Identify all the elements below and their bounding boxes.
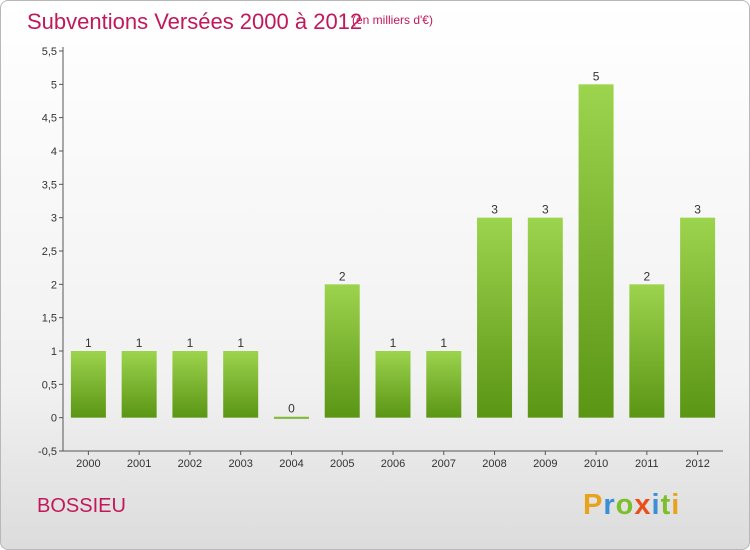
data-label: 1 — [187, 336, 194, 350]
data-label: 0 — [288, 402, 295, 416]
x-tick-label: 2003 — [228, 458, 252, 470]
y-tick-label: 1 — [51, 346, 57, 358]
y-tick-label: 0 — [51, 413, 57, 425]
logo-letter: P — [583, 489, 604, 521]
data-label: 2 — [339, 269, 346, 283]
data-label: 1 — [85, 336, 92, 350]
chart-title: Subventions Versées 2000 à 2012 — [27, 9, 363, 34]
logo-letter: x — [634, 489, 652, 521]
logo-letter: i — [651, 489, 661, 521]
proxiti-logo: Proxiti — [583, 489, 680, 522]
x-tick-label: 2000 — [76, 458, 100, 470]
logo-letter: i — [671, 489, 681, 521]
y-tick-label: 5 — [51, 79, 57, 91]
data-label: 1 — [237, 336, 244, 350]
data-label: 1 — [390, 336, 397, 350]
data-label: 3 — [542, 203, 549, 217]
data-label: 3 — [491, 203, 498, 217]
y-tick-label: 3 — [51, 213, 57, 225]
bar — [477, 217, 513, 418]
bar — [629, 284, 665, 418]
bar — [680, 217, 716, 418]
y-tick-label: 2,5 — [42, 246, 57, 258]
x-tick-label: 2009 — [533, 458, 557, 470]
y-tick-label: -0,5 — [38, 446, 57, 458]
y-tick-label: 1,5 — [42, 313, 57, 325]
x-tick-label: 2005 — [330, 458, 354, 470]
logo-letter: t — [660, 489, 672, 521]
data-label: 1 — [136, 336, 143, 350]
data-label: 5 — [593, 69, 600, 83]
bar — [527, 217, 563, 418]
x-tick-label: 2002 — [178, 458, 202, 470]
bar — [578, 84, 614, 418]
y-tick-label: 3,5 — [42, 179, 57, 191]
y-tick-label: 2 — [51, 279, 57, 291]
logo-letter: r — [603, 489, 616, 521]
x-tick-label: 2004 — [279, 458, 303, 470]
logo-letter: o — [615, 489, 635, 521]
x-tick-label: 2012 — [685, 458, 709, 470]
x-tick-label: 2006 — [381, 458, 405, 470]
x-tick-label: 2007 — [432, 458, 456, 470]
bar — [223, 351, 259, 418]
bar — [172, 351, 208, 418]
x-tick-label: 2011 — [635, 458, 659, 470]
data-label: 3 — [694, 203, 701, 217]
data-label: 1 — [440, 336, 447, 350]
bar — [121, 351, 157, 418]
x-tick-label: 2001 — [127, 458, 151, 470]
data-label: 2 — [644, 269, 651, 283]
y-tick-label: 4,5 — [42, 113, 57, 125]
y-tick-label: 4 — [51, 146, 57, 158]
bar — [426, 351, 462, 418]
x-tick-label: 2008 — [482, 458, 506, 470]
bar — [324, 284, 360, 418]
y-tick-label: 0,5 — [42, 379, 57, 391]
bar — [273, 416, 309, 419]
x-tick-label: 2010 — [584, 458, 608, 470]
bar — [375, 351, 411, 418]
commune-name: BOSSIEU — [37, 495, 126, 517]
y-tick-label: 5,5 — [42, 46, 57, 58]
bar — [70, 351, 106, 418]
chart-subtitle: (en milliers d'€) — [352, 13, 433, 27]
